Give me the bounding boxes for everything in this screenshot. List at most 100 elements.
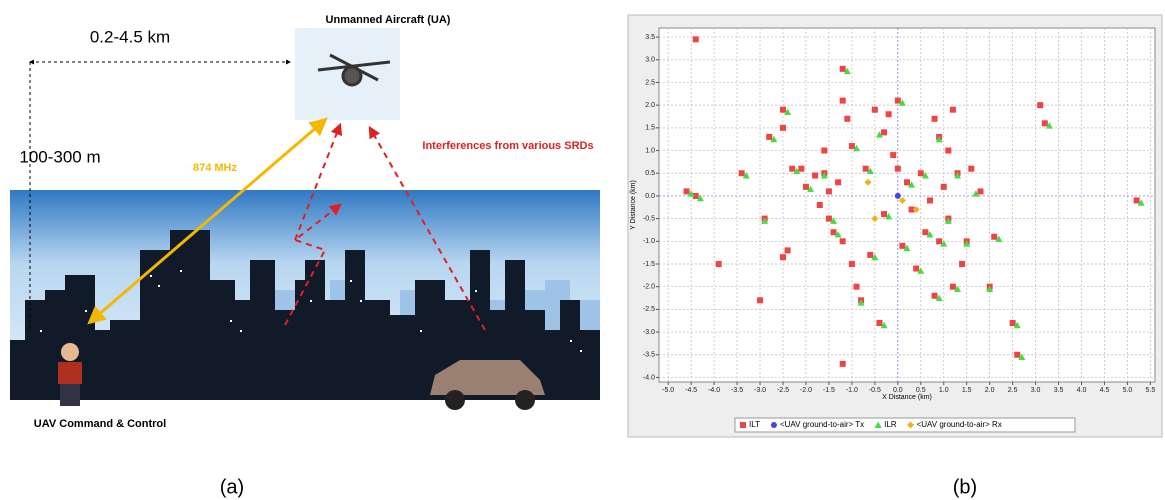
city-scene: Unmanned Aircraft (UA) 0.2-4.5 km 100-30… [10,14,600,498]
marker-square [849,143,855,149]
marker-square [977,188,983,194]
x-tick-label: -3.5 [731,387,743,394]
legend-label: ILR [884,420,897,429]
y-tick-label: -3.0 [643,329,655,336]
marker-square [991,234,997,240]
marker-square [1014,352,1020,358]
marker-square [927,197,933,203]
marker-square [904,179,910,185]
x-tick-label: 0.0 [893,387,903,394]
marker-square [890,152,896,158]
marker-square [831,229,837,235]
y-tick-label: -4.0 [643,374,655,381]
marker-square [895,98,901,104]
marker-square [950,107,956,113]
x-tick-label: -1.0 [846,387,858,394]
marker-square [740,422,746,428]
marker-square [1042,120,1048,126]
figure-svg: Unmanned Aircraft (UA) 0.2-4.5 km 100-30… [0,0,1165,500]
marker-square [849,261,855,267]
y-axis-label: Y Distance (km) [630,180,637,230]
x-tick-label: -1.5 [823,387,835,394]
marker-square [895,166,901,172]
legend-label: ILT [749,420,760,429]
marker-square [798,166,804,172]
marker-square [785,247,791,253]
y-tick-label: 2.0 [645,102,655,109]
marker-square [936,238,942,244]
marker-square [867,252,873,258]
aircraft-label: Unmanned Aircraft (UA) [326,14,451,26]
x-tick-label: -2.5 [777,387,789,394]
marker-square [803,184,809,190]
marker-square [899,243,905,249]
marker-square [950,284,956,290]
person [58,343,82,406]
y-tick-label: 0.5 [645,170,655,177]
ground-label: UAV Command & Control [34,418,166,430]
marker-square [780,125,786,131]
x-tick-label: 5.5 [1146,387,1156,394]
marker-square [826,216,832,222]
marker-square [766,134,772,140]
x-tick-label: 3.5 [1054,387,1064,394]
marker-square [780,254,786,260]
marker-square [840,361,846,367]
range-label: 0.2-4.5 km [90,27,170,46]
marker-square [968,166,974,172]
frequency-label: 874 MHz [193,162,238,174]
y-tick-label: 0.0 [645,193,655,200]
marker-square [817,202,823,208]
y-tick-label: 1.5 [645,125,655,132]
caption-a: (a) [220,476,244,498]
marker-square [918,170,924,176]
x-tick-label: 1.5 [962,387,972,394]
marker-square [872,107,878,113]
x-tick-label: 4.5 [1100,387,1110,394]
y-tick-label: -1.0 [643,238,655,245]
marker-square [922,229,928,235]
x-tick-label: -0.5 [869,387,881,394]
caption-b: (b) [953,476,977,498]
y-tick-label: -2.0 [643,284,655,291]
marker-square [913,266,919,272]
marker-square [886,111,892,117]
marker-circle [895,193,901,199]
marker-square [932,293,938,299]
marker-square [881,129,887,135]
x-tick-label: 1.0 [939,387,949,394]
marker-square [844,116,850,122]
marker-circle [771,422,777,428]
x-axis-label: X Distance (km) [882,394,932,401]
marker-square [853,284,859,290]
marker-square [840,98,846,104]
legend-label: <UAV ground-to-air> Tx [780,420,864,429]
x-tick-label: -4.5 [685,387,697,394]
y-tick-label: 2.5 [645,79,655,86]
marker-square [739,170,745,176]
legend-label: <UAV ground-to-air> Rx [917,420,1002,429]
marker-square [932,116,938,122]
marker-square [881,211,887,217]
marker-square [945,148,951,154]
marker-square [780,107,786,113]
marker-square [757,297,763,303]
x-tick-label: 2.0 [985,387,995,394]
x-tick-label: -5.0 [662,387,674,394]
y-tick-label: 3.5 [645,34,655,41]
marker-square [826,188,832,194]
x-tick-label: 3.0 [1031,387,1041,394]
marker-square [789,166,795,172]
y-tick-label: -2.5 [643,306,655,313]
marker-square [716,261,722,267]
interference-label: Interferences from various SRDs [422,140,593,152]
marker-square [863,166,869,172]
figure: Unmanned Aircraft (UA) 0.2-4.5 km 100-30… [0,0,1165,500]
x-tick-label: 4.0 [1077,387,1087,394]
x-tick-label: 5.0 [1123,387,1133,394]
marker-square [693,36,699,42]
marker-square [1037,102,1043,108]
y-tick-label: 1.0 [645,147,655,154]
marker-square [840,66,846,72]
marker-square [941,184,947,190]
